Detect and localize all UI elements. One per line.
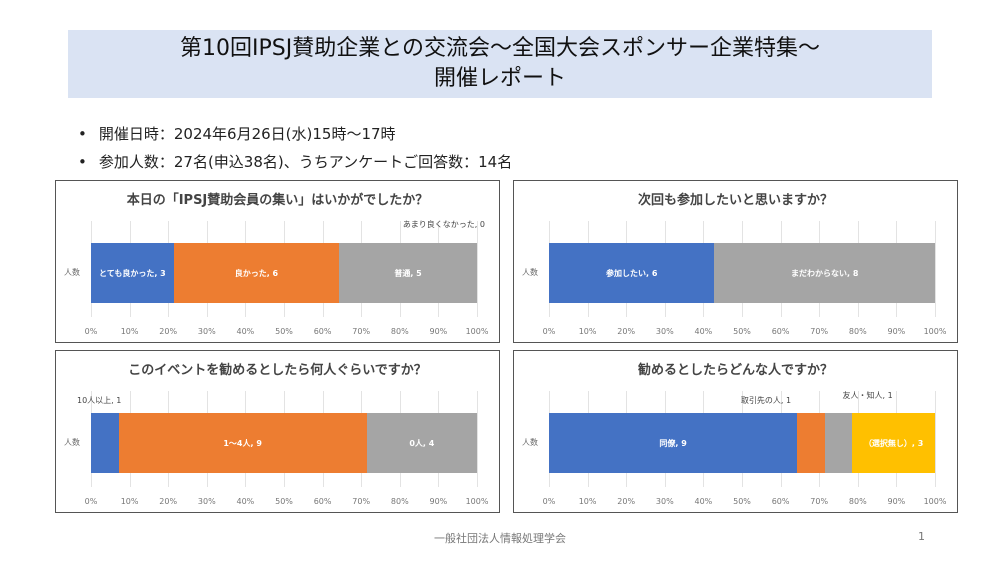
data-label: まだわからない, 8 xyxy=(791,268,859,278)
x-tick-label: 90% xyxy=(887,327,906,336)
x-tick-label: 30% xyxy=(197,327,216,336)
bar-segment: まだわからない, 8 xyxy=(714,243,935,303)
chart-1: 本日の「IPSJ賛助会員の集い」はいかがでしたか？ 人数 とても良かった, 3 良かっ… xyxy=(55,180,500,343)
chart-title: 本日の「IPSJ賛助会員の集い」はいかがでしたか？ xyxy=(126,193,429,208)
summary-list: 開催日時：2024年6月26日(水)15時～17時 参加人数：27名(申込38名… xyxy=(78,120,512,176)
bar-segment: 0人, 4 xyxy=(366,413,477,473)
x-tick-label: 20% xyxy=(159,327,178,336)
x-tick-label: 80% xyxy=(848,327,867,336)
bar-segment: 同僚, 9 xyxy=(549,413,798,473)
title-line-2: 開催レポート xyxy=(433,66,566,91)
footer-organization: 一般社団法人情報処理学会 xyxy=(434,532,566,545)
x-tick-label: 30% xyxy=(655,327,674,336)
x-tick-label: 70% xyxy=(352,327,371,336)
data-label: 10人以上, 1 xyxy=(77,396,122,405)
x-tick-label: 90% xyxy=(887,497,906,506)
plot-area: 同僚, 9 取引先の人, 1 友人・知人, 1 （選択無し）, 3 xyxy=(549,391,936,487)
plot-area: 参加したい, 6 まだわからない, 8 xyxy=(549,221,936,317)
x-tick-label: 80% xyxy=(848,497,867,506)
x-tick-label: 60% xyxy=(313,327,332,336)
gridline xyxy=(477,391,478,487)
chart-title: 次回も参加したいと思いますか？ xyxy=(637,193,833,208)
x-tick-label: 0% xyxy=(542,497,556,506)
plot-area: 10人以上, 1 1～4人, 9 0人, 4 xyxy=(77,391,478,487)
x-tick-label: 0% xyxy=(542,327,556,336)
data-label: とても良かった, 3 xyxy=(98,268,166,278)
bar-segment xyxy=(91,413,119,473)
event-date: 開催日時：2024年6月26日(水)15時～17時 xyxy=(78,120,512,148)
x-tick-label: 50% xyxy=(275,327,293,336)
plot-area: とても良かった, 3 良かった, 6 普通, 5 あまり良くなかった, 0 xyxy=(91,220,485,317)
bar-segment xyxy=(824,413,853,473)
data-label: 1～4人, 9 xyxy=(223,438,262,448)
x-tick-label: 80% xyxy=(390,327,409,336)
x-tick-label: 30% xyxy=(655,497,674,506)
data-label: （選択無し）, 3 xyxy=(863,438,924,448)
x-tick-label: 100% xyxy=(923,327,947,336)
data-label: 同僚, 9 xyxy=(659,438,687,448)
data-label: 取引先の人, 1 xyxy=(740,396,792,405)
gridline xyxy=(935,391,936,487)
bar-segment: 1～4人, 9 xyxy=(118,413,367,473)
x-tick-label: 10% xyxy=(578,327,597,336)
x-tick-label: 90% xyxy=(429,327,448,336)
x-tick-label: 20% xyxy=(617,497,636,506)
gridline xyxy=(935,221,936,317)
x-tick-label: 100% xyxy=(923,497,947,506)
x-tick-label: 0% xyxy=(84,497,98,506)
x-tick-label: 70% xyxy=(810,497,829,506)
y-axis-label: 人数 xyxy=(64,268,80,277)
chart-2: 次回も参加したいと思いますか？ 人数 参加したい, 6 まだわからない, 8 0% 10%… xyxy=(513,180,958,343)
slide-title: 第10回IPSJ賛助企業との交流会～全国大会スポンサー企業特集～ 開催レポート xyxy=(68,30,932,98)
x-tick-label: 40% xyxy=(694,327,713,336)
x-tick-label: 50% xyxy=(733,497,751,506)
x-tick-label: 10% xyxy=(120,327,139,336)
x-tick-label: 100% xyxy=(465,327,489,336)
bar-segment: 普通, 5 xyxy=(339,243,477,303)
data-label: 良かった, 6 xyxy=(234,268,279,278)
x-tick-label: 100% xyxy=(465,497,489,506)
x-tick-label: 70% xyxy=(810,327,829,336)
bar-segment: とても良かった, 3 xyxy=(91,243,174,303)
chart-4: 勧めるとしたらどんな人ですか？ 人数 同僚, 9 取引先の人, 1 友人・知人, 1 （選… xyxy=(513,350,958,513)
x-tick-label: 20% xyxy=(159,497,178,506)
chart-3: このイベントを勧めるとしたら何人ぐらいですか？ 人数 10人以上, 1 1～4人, 9… xyxy=(55,350,500,513)
x-tick-label: 60% xyxy=(771,327,790,336)
x-tick-label: 20% xyxy=(617,327,636,336)
x-tick-label: 10% xyxy=(578,497,597,506)
title-line-1: 第10回IPSJ賛助企業との交流会～全国大会スポンサー企業特集～ xyxy=(180,36,820,61)
x-tick-label: 10% xyxy=(120,497,139,506)
bar-segment xyxy=(797,413,825,473)
data-label: 参加したい, 6 xyxy=(606,268,658,278)
gridline xyxy=(477,221,478,317)
y-axis-label: 人数 xyxy=(522,438,538,447)
data-label: あまり良くなかった, 0 xyxy=(402,220,485,229)
attendance: 参加人数：27名(申込38名)、うちアンケートご回答数：14名 xyxy=(78,148,512,176)
bar-segment: 良かった, 6 xyxy=(173,243,340,303)
bar-segment: 参加したい, 6 xyxy=(549,243,715,303)
x-tick-label: 50% xyxy=(733,327,751,336)
x-tick-label: 90% xyxy=(429,497,448,506)
chart-title: このイベントを勧めるとしたら何人ぐらいですか？ xyxy=(128,363,427,378)
x-tick-label: 80% xyxy=(390,497,409,506)
x-tick-label: 30% xyxy=(197,497,216,506)
chart-title: 勧めるとしたらどんな人ですか？ xyxy=(637,363,833,378)
bar-segment: （選択無し）, 3 xyxy=(852,413,935,473)
y-axis-label: 人数 xyxy=(64,438,80,447)
page-number: 1 xyxy=(918,530,925,543)
data-label: 友人・知人, 1 xyxy=(842,391,893,400)
x-tick-label: 0% xyxy=(84,327,98,336)
data-label: 0人, 4 xyxy=(409,438,435,448)
x-tick-label: 40% xyxy=(236,497,255,506)
x-tick-label: 70% xyxy=(352,497,371,506)
x-tick-label: 40% xyxy=(236,327,255,336)
x-tick-label: 40% xyxy=(694,497,713,506)
x-tick-label: 60% xyxy=(313,497,332,506)
data-label: 普通, 5 xyxy=(394,268,422,278)
x-tick-label: 60% xyxy=(771,497,790,506)
y-axis-label: 人数 xyxy=(522,268,538,277)
x-tick-label: 50% xyxy=(275,497,293,506)
